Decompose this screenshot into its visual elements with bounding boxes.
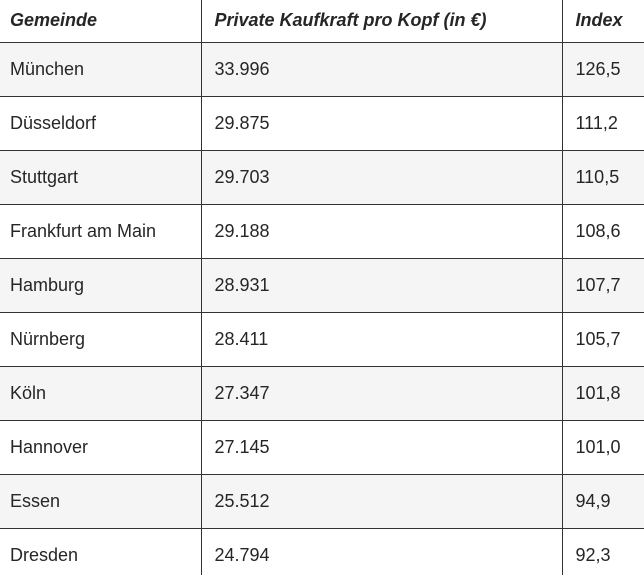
- cell-kaufkraft: 27.145: [200, 419, 563, 475]
- header-index: Index: [561, 0, 644, 43]
- cell-gemeinde: Köln: [0, 365, 202, 421]
- cell-gemeinde: München: [0, 41, 202, 97]
- cell-gemeinde: Essen: [0, 473, 202, 529]
- cell-kaufkraft: 27.347: [200, 365, 563, 421]
- cell-kaufkraft: 24.794: [200, 527, 563, 575]
- cell-kaufkraft: 29.875: [200, 95, 563, 151]
- table-row: Düsseldorf 29.875 111,2: [0, 95, 644, 151]
- table-row: Nürnberg 28.411 105,7: [0, 311, 644, 367]
- cell-gemeinde: Hamburg: [0, 257, 202, 313]
- table-row: Dresden 24.794 92,3: [0, 527, 644, 575]
- table-row: Hamburg 28.931 107,7: [0, 257, 644, 313]
- cell-gemeinde: Hannover: [0, 419, 202, 475]
- cell-gemeinde: Stuttgart: [0, 149, 202, 205]
- cell-kaufkraft: 29.703: [200, 149, 563, 205]
- table-row: Stuttgart 29.703 110,5: [0, 149, 644, 205]
- table-row: Köln 27.347 101,8: [0, 365, 644, 421]
- cell-kaufkraft: 28.931: [200, 257, 563, 313]
- cell-kaufkraft: 28.411: [200, 311, 563, 367]
- table-row: Essen 25.512 94,9: [0, 473, 644, 529]
- cell-kaufkraft: 25.512: [200, 473, 563, 529]
- cell-gemeinde: Düsseldorf: [0, 95, 202, 151]
- cell-gemeinde: Frankfurt am Main: [0, 203, 202, 259]
- table-row: München 33.996 126,5: [0, 41, 644, 97]
- header-gemeinde: Gemeinde: [0, 0, 202, 43]
- cell-gemeinde: Nürnberg: [0, 311, 202, 367]
- header-row: Gemeinde Private Kaufkraft pro Kopf (in …: [0, 0, 644, 43]
- cell-index: 108,6: [561, 203, 644, 259]
- cell-index: 126,5: [561, 41, 644, 97]
- cell-index: 101,0: [561, 419, 644, 475]
- cell-index: 105,7: [561, 311, 644, 367]
- table-body: München 33.996 126,5 Düsseldorf 29.875 1…: [0, 41, 644, 575]
- cell-gemeinde: Dresden: [0, 527, 202, 575]
- cell-index: 107,7: [561, 257, 644, 313]
- cell-index: 92,3: [561, 527, 644, 575]
- table-row: Frankfurt am Main 29.188 108,6: [0, 203, 644, 259]
- table-row: Hannover 27.145 101,0: [0, 419, 644, 475]
- cell-index: 111,2: [561, 95, 644, 151]
- cell-kaufkraft: 33.996: [200, 41, 563, 97]
- cell-kaufkraft: 29.188: [200, 203, 563, 259]
- header-kaufkraft: Private Kaufkraft pro Kopf (in €): [200, 0, 563, 43]
- cell-index: 101,8: [561, 365, 644, 421]
- cell-index: 94,9: [561, 473, 644, 529]
- cell-index: 110,5: [561, 149, 644, 205]
